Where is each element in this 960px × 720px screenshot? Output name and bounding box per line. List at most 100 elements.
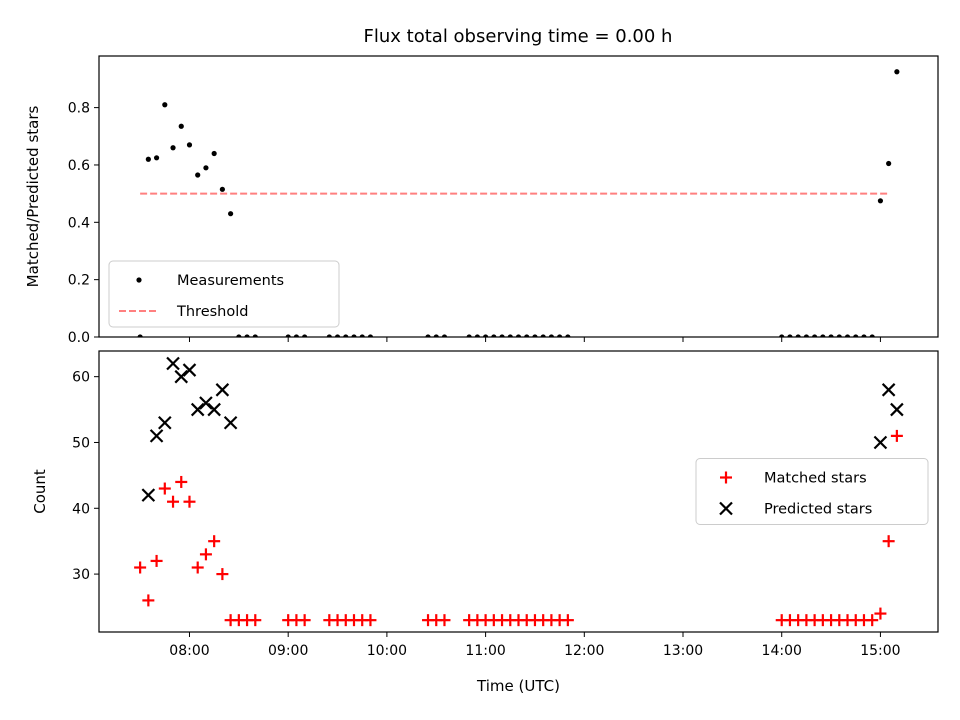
data-point [812,334,818,337]
data-point [565,334,571,337]
x-tick-label: 09:00 [268,643,308,659]
data-point [162,102,168,108]
legend-label: Measurements [177,273,284,289]
data-point [186,142,193,148]
data-point [820,334,826,337]
data-point [182,363,197,377]
legend-entry: Predicted stars [719,501,872,518]
top-axes: 0.0 0.2 0.4 0.6 0.8 Matched/Predicted stars Me… [24,55,939,346]
x-tick-label: 12:00 [564,643,604,659]
y-tick-label: 0.6 [68,158,90,174]
data-point [195,172,201,178]
data-point [890,402,904,417]
legend: Measurements Threshold [108,260,340,328]
y-tick-label: 50 [72,435,90,451]
data-point [142,594,155,607]
data-point [326,334,332,337]
data-point [158,482,171,495]
data-point [351,334,357,337]
x-tick-label: 13:00 [663,643,703,659]
data-point [208,535,221,548]
data-point [293,334,300,337]
plot-area [134,356,904,627]
legend-swatch [136,277,142,283]
data-point [149,429,164,443]
legend-box [108,260,340,328]
data-point [861,334,867,337]
data-point [524,334,530,337]
data-point [145,156,151,162]
data-point [886,160,892,167]
data-point [174,369,189,384]
data-point [244,334,250,337]
data-point [557,334,563,337]
data-point [894,69,900,75]
bottom-axes: 30 40 50 60 08:00 09:00 10:00 11:00 12:00 13:00 14… [31,350,939,695]
data-point [199,548,212,561]
data-point [252,334,258,337]
legend-label: Predicted stars [764,502,872,518]
series-measurements [137,69,900,337]
y-tick-label: 0.4 [68,215,90,231]
series-matched-stars [134,429,903,627]
legend-swatch [720,471,732,484]
data-point [367,334,374,337]
data-point [216,568,229,581]
series-predicted-stars [141,356,904,502]
legend-swatch [719,501,733,516]
data-point [359,334,365,337]
legend-label: Matched stars [764,471,867,487]
data-point [877,198,884,204]
data-point [874,607,887,620]
data-point [779,334,785,337]
data-point [844,334,851,337]
figure-title: Flux total observing time = 0.00 h [364,26,673,47]
data-point [175,475,188,488]
data-point [433,334,439,337]
axes-frame [98,350,939,633]
data-point [474,334,480,337]
data-point [425,334,431,337]
plot-area [137,69,900,337]
data-point [540,334,546,337]
data-point [178,123,184,129]
x-axis-label: Time (UTC) [476,677,560,695]
legend-entry: Matched stars [720,471,867,487]
data-point [236,334,242,337]
x-tick-label: 10:00 [367,643,407,659]
data-point [183,495,196,508]
data-point [873,435,888,450]
x-tick-label: 11:00 [465,643,505,659]
data-point [441,334,448,337]
y-tick-label: 0.8 [68,101,90,117]
data-point [491,334,497,337]
data-point [561,614,574,627]
legend: Matched stars Predicted stars [695,458,929,525]
data-point [141,488,156,502]
data-point [228,211,234,217]
y-tick-label: 40 [72,501,90,517]
data-point [364,614,377,627]
data-point [787,334,793,337]
data-point [343,334,349,337]
data-point [890,429,903,442]
y-tick-label: 0.0 [68,330,90,346]
data-point [828,334,834,337]
data-point [515,334,522,337]
data-point [466,334,472,337]
data-point [219,186,225,192]
data-point [199,396,213,410]
legend-entry: Measurements [136,273,284,289]
x-tick-label: 14:00 [762,643,802,659]
data-point [507,334,513,337]
data-point [153,155,160,161]
data-point [438,614,451,627]
data-point [166,356,180,371]
data-point [795,334,801,337]
data-point [249,614,262,627]
y-tick-label: 60 [72,370,90,386]
data-point [482,334,489,337]
data-point [150,554,163,567]
y-axis-label: Matched/Predicted stars [24,106,42,288]
data-point [158,415,172,430]
